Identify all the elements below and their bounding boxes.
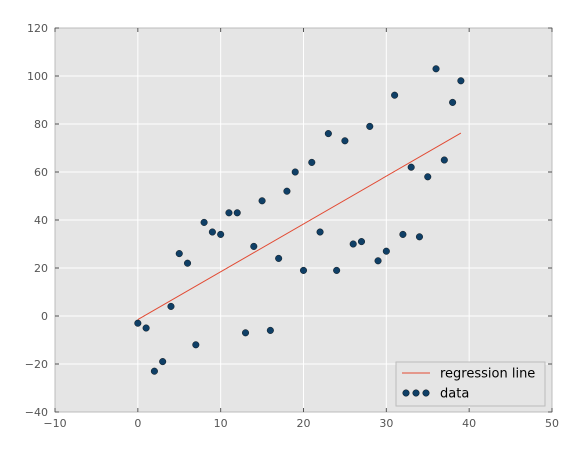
data-points-layer: [134, 65, 465, 375]
y-tick-label: 20: [34, 262, 48, 275]
data-point: [266, 326, 274, 334]
data-point: [142, 324, 150, 332]
data-point: [349, 240, 357, 248]
data-point: [341, 137, 349, 145]
data-point: [300, 266, 308, 274]
legend: regression line data: [395, 361, 546, 407]
y-tick-label: 0: [41, 310, 48, 323]
data-point: [308, 158, 316, 166]
data-point: [316, 228, 324, 236]
data-point: [258, 197, 266, 205]
data-point: [208, 228, 216, 236]
data-point: [175, 250, 183, 258]
y-tick-label: 100: [27, 70, 48, 83]
data-point: [407, 163, 415, 171]
legend-point-marker: [412, 389, 420, 397]
x-tick-label: 40: [462, 417, 476, 430]
data-point: [457, 77, 465, 85]
y-tick-label: 120: [27, 22, 48, 35]
data-point: [159, 358, 167, 366]
data-point: [184, 259, 192, 267]
data-point: [167, 302, 175, 310]
y-tick-label: 40: [34, 214, 48, 227]
x-tick-label: 30: [379, 417, 393, 430]
data-point: [250, 242, 258, 250]
x-tick-label: 20: [297, 417, 311, 430]
axis-ticks: −10 0 10 20 30 40 50 −40 −20 0 20 40 60 80 100 120: [25, 22, 559, 430]
legend-point-marker: [422, 389, 430, 397]
data-point: [275, 254, 283, 262]
legend-label-data: data: [440, 387, 469, 402]
x-tick-label: 50: [545, 417, 559, 430]
legend-point-marker: [402, 389, 410, 397]
data-point: [225, 209, 233, 217]
data-point: [217, 230, 225, 238]
data-point: [391, 91, 399, 99]
legend-label-regression-line: regression line: [440, 367, 535, 382]
regression-line-layer: [137, 132, 462, 321]
data-point: [324, 130, 332, 138]
data-point: [440, 156, 448, 164]
data-point: [449, 98, 457, 106]
data-point: [242, 329, 250, 337]
data-point: [333, 266, 341, 274]
x-tick-label: −10: [43, 417, 66, 430]
data-point: [134, 319, 142, 327]
data-point: [192, 341, 200, 349]
y-tick-label: −20: [25, 358, 48, 371]
regression-line: [137, 132, 462, 321]
data-point: [283, 187, 291, 195]
data-point: [291, 168, 299, 176]
data-point: [374, 257, 382, 265]
data-point: [357, 238, 365, 246]
data-point: [432, 65, 440, 73]
x-tick-label: 0: [134, 417, 141, 430]
data-point: [150, 367, 158, 375]
data-point: [415, 233, 423, 241]
y-tick-label: 60: [34, 166, 48, 179]
data-point: [399, 230, 407, 238]
x-tick-label: 10: [214, 417, 228, 430]
data-point: [200, 218, 208, 226]
y-tick-label: 80: [34, 118, 48, 131]
data-point: [233, 209, 241, 217]
data-point: [366, 122, 374, 130]
y-tick-label: −40: [25, 406, 48, 419]
legend-box: [395, 361, 546, 407]
data-point: [424, 173, 432, 181]
data-point: [382, 247, 390, 255]
